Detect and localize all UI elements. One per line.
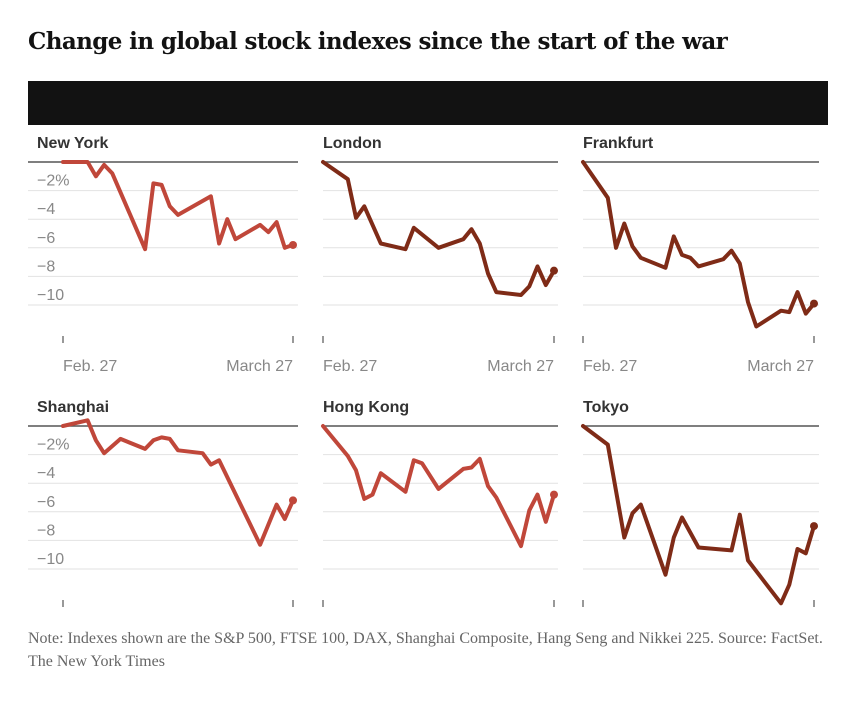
y-tick-label: −6 xyxy=(37,230,55,247)
y-tick-label: −8 xyxy=(37,258,55,275)
y-tick-label: −8 xyxy=(37,522,55,539)
panel-title: Shanghai xyxy=(37,399,109,416)
series-line xyxy=(61,418,295,547)
series-line xyxy=(321,424,556,549)
chart-panel-tokyo: Tokyo xyxy=(581,399,819,607)
series-line xyxy=(581,160,816,329)
panel-title: Tokyo xyxy=(583,399,629,416)
end-point-marker xyxy=(550,266,558,275)
chart-panel-london: London Feb. 27 March 27 xyxy=(321,135,558,375)
chart-panel-new-york: New York −2% −4 −6 −8 −10 Feb. 27 March 27 xyxy=(28,135,298,375)
end-point-marker xyxy=(810,522,818,531)
series-line xyxy=(61,160,295,252)
chart-panel-shanghai: Shanghai −2% −4 −6 −8 −10 xyxy=(28,399,298,607)
chart-panel-hong-kong: Hong Kong xyxy=(321,399,558,607)
header-banner xyxy=(28,81,828,125)
y-tick-label: −10 xyxy=(37,551,64,568)
y-tick-label: −4 xyxy=(37,201,55,218)
x-tick-label: March 27 xyxy=(747,358,814,375)
y-tick-label: −2% xyxy=(37,437,69,454)
y-tick-label: −2% xyxy=(37,173,69,190)
panel-title: New York xyxy=(37,135,109,152)
x-tick-label: Feb. 27 xyxy=(63,358,117,375)
x-tick-label: Feb. 27 xyxy=(323,358,377,375)
chart-title: Change in global stock indexes since the… xyxy=(28,28,728,55)
y-tick-label: −6 xyxy=(37,494,55,511)
end-point-marker xyxy=(289,496,297,505)
series-line xyxy=(321,160,556,297)
panel-title: London xyxy=(323,135,382,152)
end-point-marker xyxy=(550,490,558,499)
panel-title: Frankfurt xyxy=(583,135,654,152)
x-tick-label: Feb. 27 xyxy=(583,358,637,375)
chart-panel-frankfurt: Frankfurt Feb. 27 March 27 xyxy=(581,135,819,375)
y-tick-label: −10 xyxy=(37,287,64,304)
source-note: Note: Indexes shown are the S&P 500, FTS… xyxy=(28,630,823,670)
y-tick-label: −4 xyxy=(37,465,55,482)
panel-title: Hong Kong xyxy=(323,399,409,416)
series-line xyxy=(581,424,816,606)
end-point-marker xyxy=(810,299,818,308)
x-tick-label: March 27 xyxy=(487,358,554,375)
end-point-marker xyxy=(289,240,297,249)
x-tick-label: March 27 xyxy=(226,358,293,375)
